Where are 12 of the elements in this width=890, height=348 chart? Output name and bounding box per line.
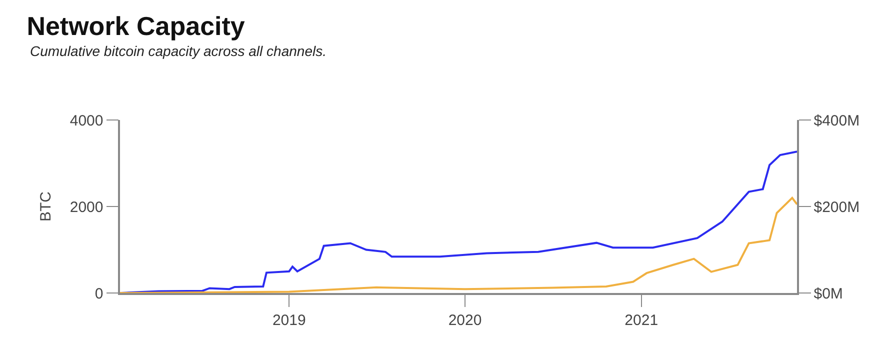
chart-title: Network Capacity <box>26 11 246 42</box>
x-tick-label: 2019 <box>272 312 306 329</box>
y2-tick-label: $0M <box>814 285 843 302</box>
y-tick-label: 4000 <box>70 112 104 130</box>
x-tick-label: 2021 <box>624 312 658 329</box>
y2-tick-label: $200M <box>814 198 860 216</box>
y2-tick-label: $400M <box>814 112 860 130</box>
y-tick-label: 0 <box>94 285 104 302</box>
chart-subtitle: Cumulative bitcoin capacity across all channels. <box>30 43 326 59</box>
y-axis-title: BTC <box>38 191 55 222</box>
x-tick-label: 2020 <box>448 312 482 329</box>
y-tick-label: 2000 <box>70 198 104 216</box>
